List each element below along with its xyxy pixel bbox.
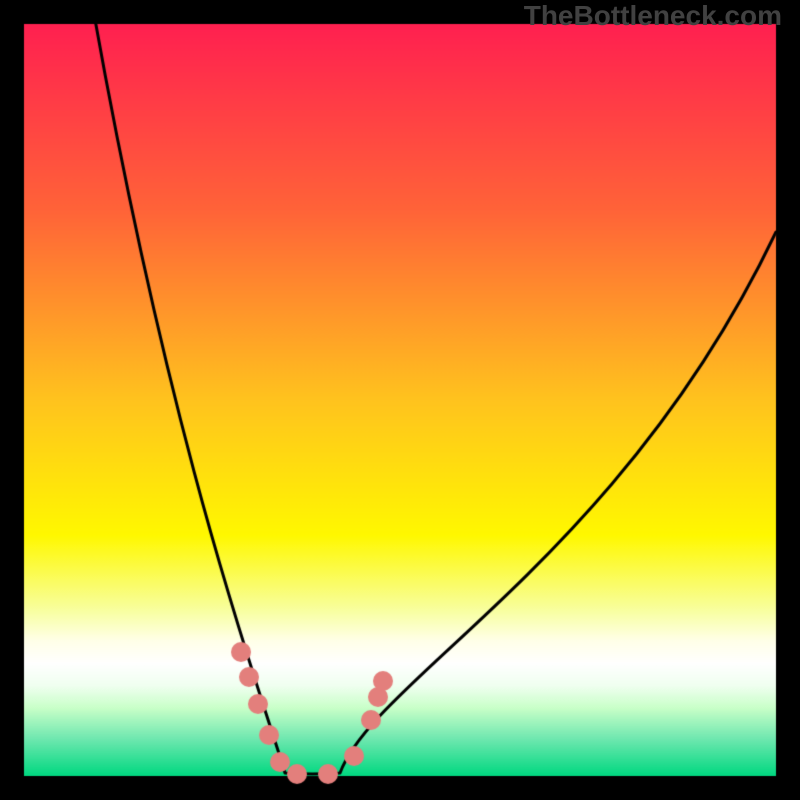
watermark-text: TheBottleneck.com [524,0,782,32]
bottleneck-curve-layer [0,0,800,800]
chart-stage: TheBottleneck.com [0,0,800,800]
